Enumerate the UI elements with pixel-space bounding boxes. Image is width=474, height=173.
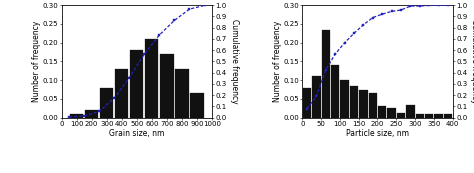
Bar [70, 114, 83, 118]
Bar [331, 65, 339, 118]
Bar [369, 93, 377, 118]
Bar [175, 69, 189, 118]
Bar [378, 106, 386, 118]
Y-axis label: Number of frequency: Number of frequency [32, 21, 41, 102]
Bar [340, 80, 349, 118]
Bar [444, 114, 452, 118]
Bar [145, 39, 158, 118]
Bar [115, 69, 128, 118]
Y-axis label: Cumulative frequency: Cumulative frequency [470, 19, 474, 104]
Y-axis label: Cumulative frequency: Cumulative frequency [229, 19, 238, 104]
Bar [416, 113, 424, 118]
Bar [85, 110, 98, 118]
X-axis label: Grain size, nm: Grain size, nm [109, 129, 164, 138]
Bar [312, 76, 320, 118]
Bar [191, 93, 204, 118]
Bar [322, 30, 330, 118]
Y-axis label: Number of frequency: Number of frequency [273, 21, 282, 102]
Bar [359, 90, 367, 118]
Bar [350, 86, 358, 118]
X-axis label: Particle size, nm: Particle size, nm [346, 129, 409, 138]
Bar [100, 88, 113, 118]
Bar [160, 54, 173, 118]
Bar [130, 50, 144, 118]
Bar [397, 113, 405, 118]
Bar [303, 88, 311, 118]
Bar [435, 113, 443, 118]
Bar [425, 113, 433, 118]
Bar [387, 108, 396, 118]
Bar [406, 104, 414, 118]
